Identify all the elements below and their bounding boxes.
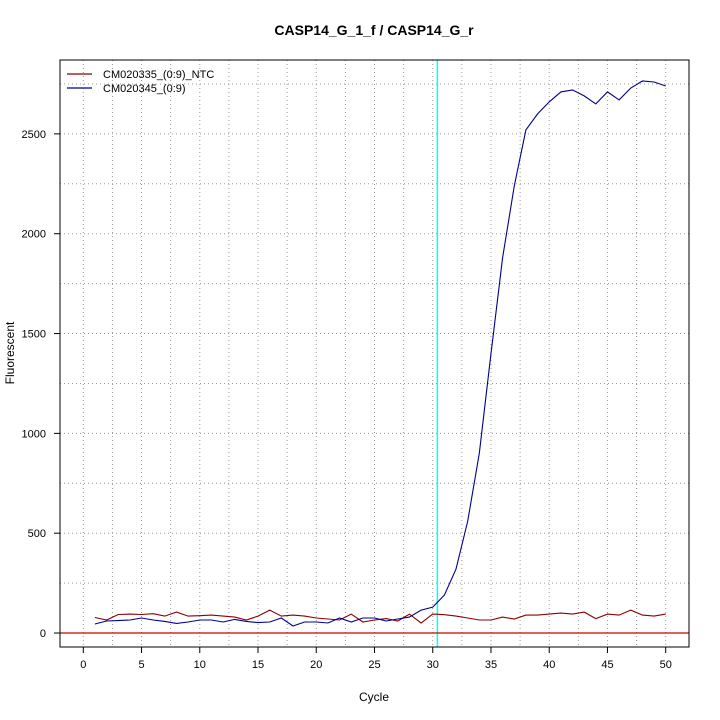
x-axis: 0 5 10 15 20 25 30 35 40 45 50 xyxy=(80,647,672,671)
y-tick-label: 1500 xyxy=(22,329,46,341)
y-tick-label: 0 xyxy=(40,628,46,640)
x-tick-label: 10 xyxy=(194,659,206,671)
x-axis-label: Cycle xyxy=(359,690,389,704)
y-tick-label: 500 xyxy=(28,528,46,540)
series-line-1 xyxy=(94,609,666,624)
x-tick-label: 0 xyxy=(80,659,86,671)
x-tick-label: 35 xyxy=(485,659,497,671)
x-tick-label: 30 xyxy=(427,659,439,671)
threshold-layer xyxy=(60,60,689,647)
series-line-2 xyxy=(94,80,666,627)
series-layer xyxy=(94,80,666,627)
y-tick-label: 2500 xyxy=(22,129,46,141)
y-tick-label: 1000 xyxy=(22,428,46,440)
legend: CM020335_(0:9)_NTC CM020345_(0:9) xyxy=(67,69,214,95)
chart-title: CASP14_G_1_f / CASP14_G_r xyxy=(274,22,474,38)
y-axis-label: Fluorescent xyxy=(3,321,17,384)
x-tick-label: 15 xyxy=(252,659,264,671)
x-tick-label: 20 xyxy=(310,659,322,671)
x-tick-label: 40 xyxy=(543,659,555,671)
y-axis: 0 500 1000 1500 2000 2500 xyxy=(22,129,60,640)
x-tick-label: 25 xyxy=(368,659,380,671)
x-tick-label: 45 xyxy=(601,659,613,671)
x-tick-label: 50 xyxy=(660,659,672,671)
x-tick-label: 5 xyxy=(138,659,144,671)
legend-label-2: CM020345_(0:9) xyxy=(103,83,186,95)
grid xyxy=(60,60,689,647)
y-tick-label: 2000 xyxy=(22,229,46,241)
legend-label-1: CM020335_(0:9)_NTC xyxy=(103,69,214,81)
